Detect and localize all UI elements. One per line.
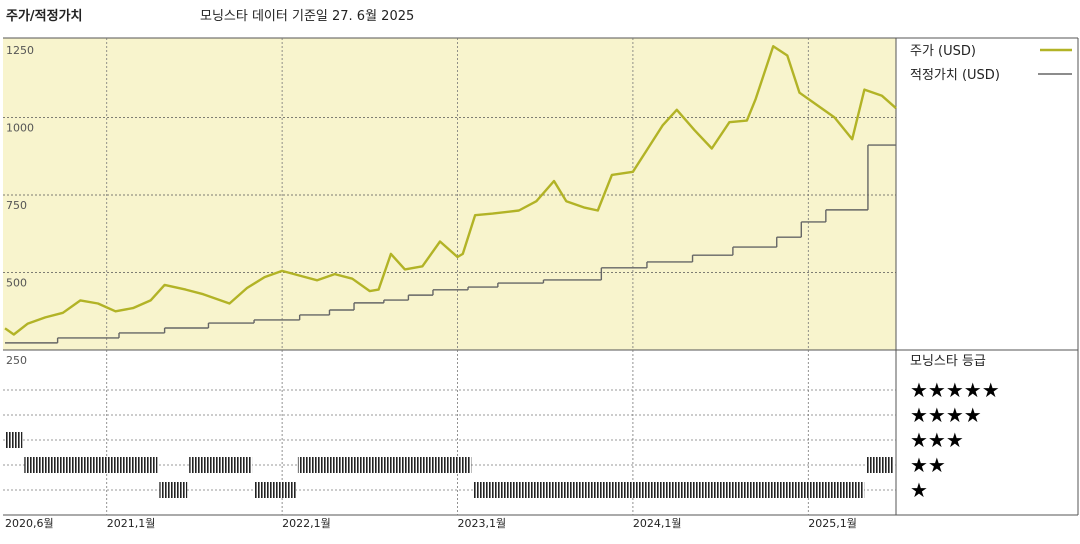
y-tick-label: 500	[6, 277, 27, 290]
rating-bar	[866, 457, 894, 473]
price-line	[4, 45, 897, 336]
rating-bar	[189, 457, 253, 473]
rating-label: ★★★★	[910, 403, 982, 427]
x-tick-label: 2024,1월	[633, 517, 682, 530]
x-tick-label: 2020,6월	[5, 517, 54, 530]
y-tick-label: 1250	[6, 44, 34, 57]
legend-label: 주가 (USD)	[910, 44, 976, 59]
rating-bar	[24, 457, 158, 473]
x-tick-label: 2023,1월	[458, 517, 507, 530]
legend-label: 적정가치 (USD)	[910, 68, 1000, 83]
y-tick-label: 750	[6, 199, 27, 212]
rating-label: ★	[910, 478, 928, 502]
rating-bar	[254, 482, 296, 498]
rating-label: ★★	[910, 453, 946, 477]
price-panel	[3, 38, 896, 350]
x-tick-label: 2021,1월	[107, 517, 156, 530]
title: 주가/적정가치	[6, 8, 83, 24]
rating-bar	[5, 432, 23, 448]
x-tick-label: 2025,1월	[808, 517, 857, 530]
y-tick-label: 250	[6, 354, 27, 367]
rating-title: 모닝스타 등급	[910, 354, 986, 369]
rating-label: ★★★	[910, 428, 964, 452]
x-tick-label: 2022,1월	[282, 517, 331, 530]
rating-label: ★★★★★	[910, 378, 1000, 402]
rating-bar	[159, 482, 188, 498]
subtitle: 모닝스타 데이터 기준일 27. 6월 2025	[200, 9, 414, 24]
y-tick-label: 1000	[6, 122, 34, 135]
rating-bar	[473, 482, 865, 498]
rating-bar	[297, 457, 472, 473]
